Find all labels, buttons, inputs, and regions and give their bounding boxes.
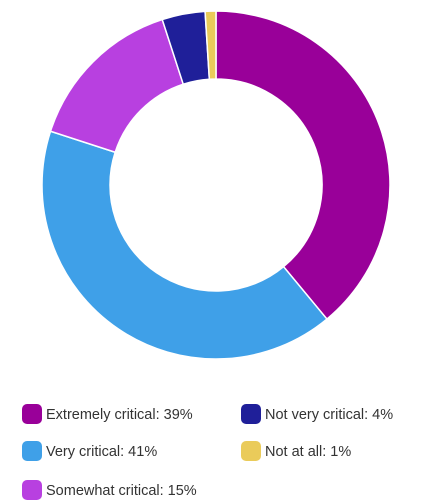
legend-label: Somewhat critical: 15%: [46, 483, 197, 499]
legend-swatch: [22, 480, 42, 500]
legend-swatch: [241, 441, 261, 461]
donut-slice: [215, 10, 391, 321]
donut-slice: [204, 10, 217, 81]
legend-swatch: [22, 404, 42, 424]
legend-swatch: [241, 404, 261, 424]
legend-label: Extremely critical: 39%: [46, 407, 193, 423]
donut-slice: [41, 130, 328, 360]
legend-label: Not very critical: 4%: [265, 407, 393, 423]
legend-label: Not at all: 1%: [265, 444, 351, 460]
donut-slice: [49, 18, 185, 154]
legend-label: Very critical: 41%: [46, 444, 157, 460]
legend-swatch: [22, 441, 42, 461]
